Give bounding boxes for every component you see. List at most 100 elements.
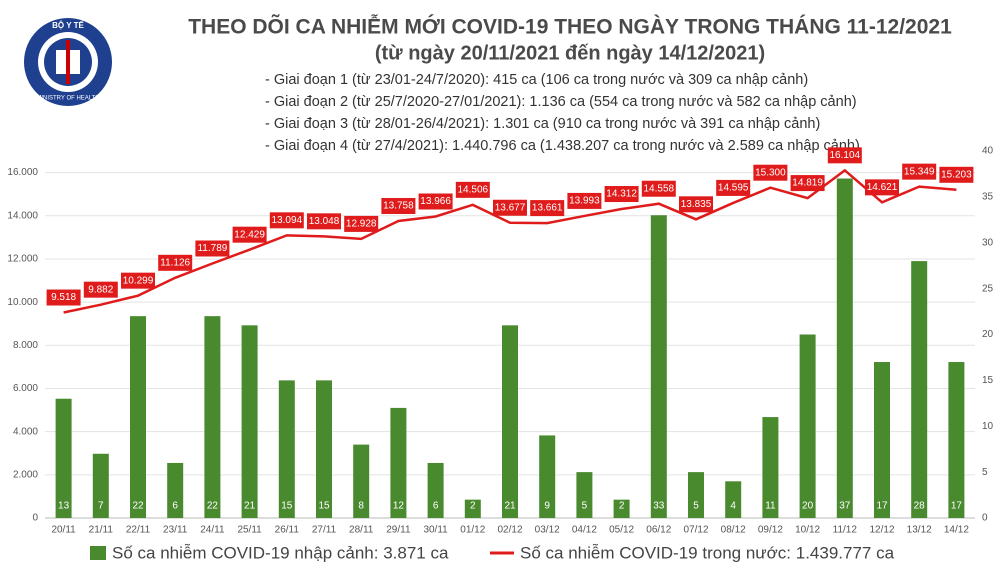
y2-tick-label: 40 bbox=[982, 146, 994, 157]
value-label: 14.621 bbox=[867, 182, 898, 193]
bar-label: 9 bbox=[544, 501, 550, 512]
bar bbox=[650, 215, 667, 518]
chart-title: THEO DÕI CA NHIỄM MỚI COVID-19 THEO NGÀY… bbox=[188, 15, 952, 39]
x-tick-label: 02/12 bbox=[497, 525, 522, 536]
legend-label: Số ca nhiễm COVID-19 nhập cảnh: 3.871 ca bbox=[112, 543, 449, 562]
y-tick-label: 4.000 bbox=[13, 426, 38, 437]
value-label-box bbox=[865, 179, 899, 196]
x-tick-label: 30/11 bbox=[423, 525, 448, 536]
value-label-box bbox=[455, 181, 490, 198]
bar bbox=[55, 398, 72, 518]
value-label-box bbox=[307, 213, 341, 230]
value-label: 10.299 bbox=[123, 275, 154, 286]
value-label: 12.429 bbox=[234, 229, 265, 240]
x-tick-label: 22/11 bbox=[126, 525, 151, 536]
value-label-box bbox=[418, 193, 453, 210]
legend-label: Số ca nhiễm COVID-19 trong nước: 1.439.7… bbox=[520, 543, 895, 562]
bar-label: 11 bbox=[765, 501, 776, 512]
bar-label: 28 bbox=[914, 501, 926, 512]
value-label: 14.558 bbox=[644, 183, 675, 194]
x-tick-label: 08/12 bbox=[721, 525, 746, 536]
y2-tick-label: 30 bbox=[982, 237, 994, 248]
x-tick-label: 03/12 bbox=[535, 525, 560, 536]
bar bbox=[502, 325, 518, 518]
y-tick-label: 2.000 bbox=[13, 469, 38, 480]
x-tick-label: 29/11 bbox=[386, 525, 411, 536]
bar bbox=[836, 178, 853, 518]
value-label: 13.094 bbox=[272, 215, 303, 226]
bar bbox=[762, 417, 779, 518]
x-tick-label: 04/12 bbox=[572, 525, 597, 536]
x-tick-label: 28/11 bbox=[349, 525, 374, 536]
value-label: 14.506 bbox=[458, 184, 489, 195]
bar-label: 20 bbox=[802, 501, 814, 512]
value-label-box bbox=[641, 180, 676, 197]
y-tick-label: 8.000 bbox=[13, 340, 38, 351]
value-label: 11.126 bbox=[160, 257, 190, 268]
value-label-box bbox=[716, 179, 751, 196]
y-tick-label: 0 bbox=[32, 513, 38, 524]
bar bbox=[725, 481, 742, 518]
value-label-box bbox=[790, 175, 825, 192]
value-label: 13.966 bbox=[420, 196, 451, 207]
logo-staff bbox=[66, 40, 70, 84]
value-label-box bbox=[604, 186, 639, 203]
y-tick-label: 6.000 bbox=[13, 383, 38, 394]
value-label-box bbox=[902, 163, 937, 180]
value-label: 9.518 bbox=[51, 292, 76, 303]
bar bbox=[92, 453, 109, 518]
value-label: 15.203 bbox=[941, 169, 972, 180]
x-tick-label: 13/12 bbox=[907, 525, 932, 536]
x-tick-label: 01/12 bbox=[460, 525, 485, 536]
bar bbox=[948, 362, 965, 518]
value-label: 15.300 bbox=[755, 167, 786, 178]
bar bbox=[539, 435, 556, 518]
value-label-box bbox=[46, 289, 81, 306]
bar-label: 15 bbox=[318, 501, 330, 512]
value-label-box bbox=[344, 215, 379, 232]
x-tick-label: 27/11 bbox=[312, 525, 337, 536]
bar bbox=[799, 334, 816, 518]
bar-label: 5 bbox=[693, 501, 699, 512]
x-tick-label: 06/12 bbox=[646, 525, 671, 536]
x-tick-label: 26/11 bbox=[275, 525, 300, 536]
value-label-box bbox=[827, 147, 862, 164]
note: - Giai đoạn 1 (từ 23/01-24/7/2020): 415 … bbox=[265, 72, 808, 88]
value-label-box bbox=[530, 200, 565, 217]
bar-label: 17 bbox=[951, 501, 963, 512]
note: - Giai đoạn 3 (từ 28/01-26/4/2021): 1.30… bbox=[265, 116, 820, 132]
bar-label: 21 bbox=[244, 501, 256, 512]
bar bbox=[316, 380, 332, 518]
x-tick-label: 09/12 bbox=[758, 525, 783, 536]
value-label: 13.661 bbox=[532, 203, 563, 214]
value-label-box bbox=[381, 197, 416, 214]
bar-label: 6 bbox=[172, 501, 178, 512]
bar bbox=[911, 261, 928, 518]
bar-label: 13 bbox=[58, 501, 70, 512]
y2-tick-label: 35 bbox=[982, 192, 994, 203]
value-label-box bbox=[121, 272, 155, 289]
value-label: 14.312 bbox=[606, 189, 637, 200]
x-tick-label: 05/12 bbox=[609, 525, 634, 536]
value-label-box bbox=[679, 196, 713, 213]
value-label: 14.595 bbox=[718, 183, 749, 194]
value-label-box bbox=[232, 226, 267, 243]
value-label-box bbox=[493, 199, 527, 216]
bar-label: 21 bbox=[504, 501, 516, 512]
bar bbox=[874, 362, 890, 518]
note: - Giai đoạn 4 (từ 27/4/2021): 1.440.796 … bbox=[265, 138, 860, 154]
bar-label: 2 bbox=[619, 501, 625, 512]
y-tick-label: 12.000 bbox=[7, 254, 38, 265]
value-label-box bbox=[158, 254, 193, 271]
bar bbox=[390, 407, 407, 518]
bar bbox=[464, 499, 481, 518]
value-label: 15.349 bbox=[904, 166, 935, 177]
bar-label: 15 bbox=[281, 501, 293, 512]
value-label-box bbox=[939, 166, 974, 183]
value-label: 13.993 bbox=[569, 196, 600, 207]
bar bbox=[427, 462, 444, 518]
bar-label: 12 bbox=[393, 501, 405, 512]
x-tick-label: 14/12 bbox=[944, 525, 969, 536]
x-tick-label: 21/11 bbox=[89, 525, 114, 536]
x-tick-label: 23/11 bbox=[163, 525, 188, 536]
